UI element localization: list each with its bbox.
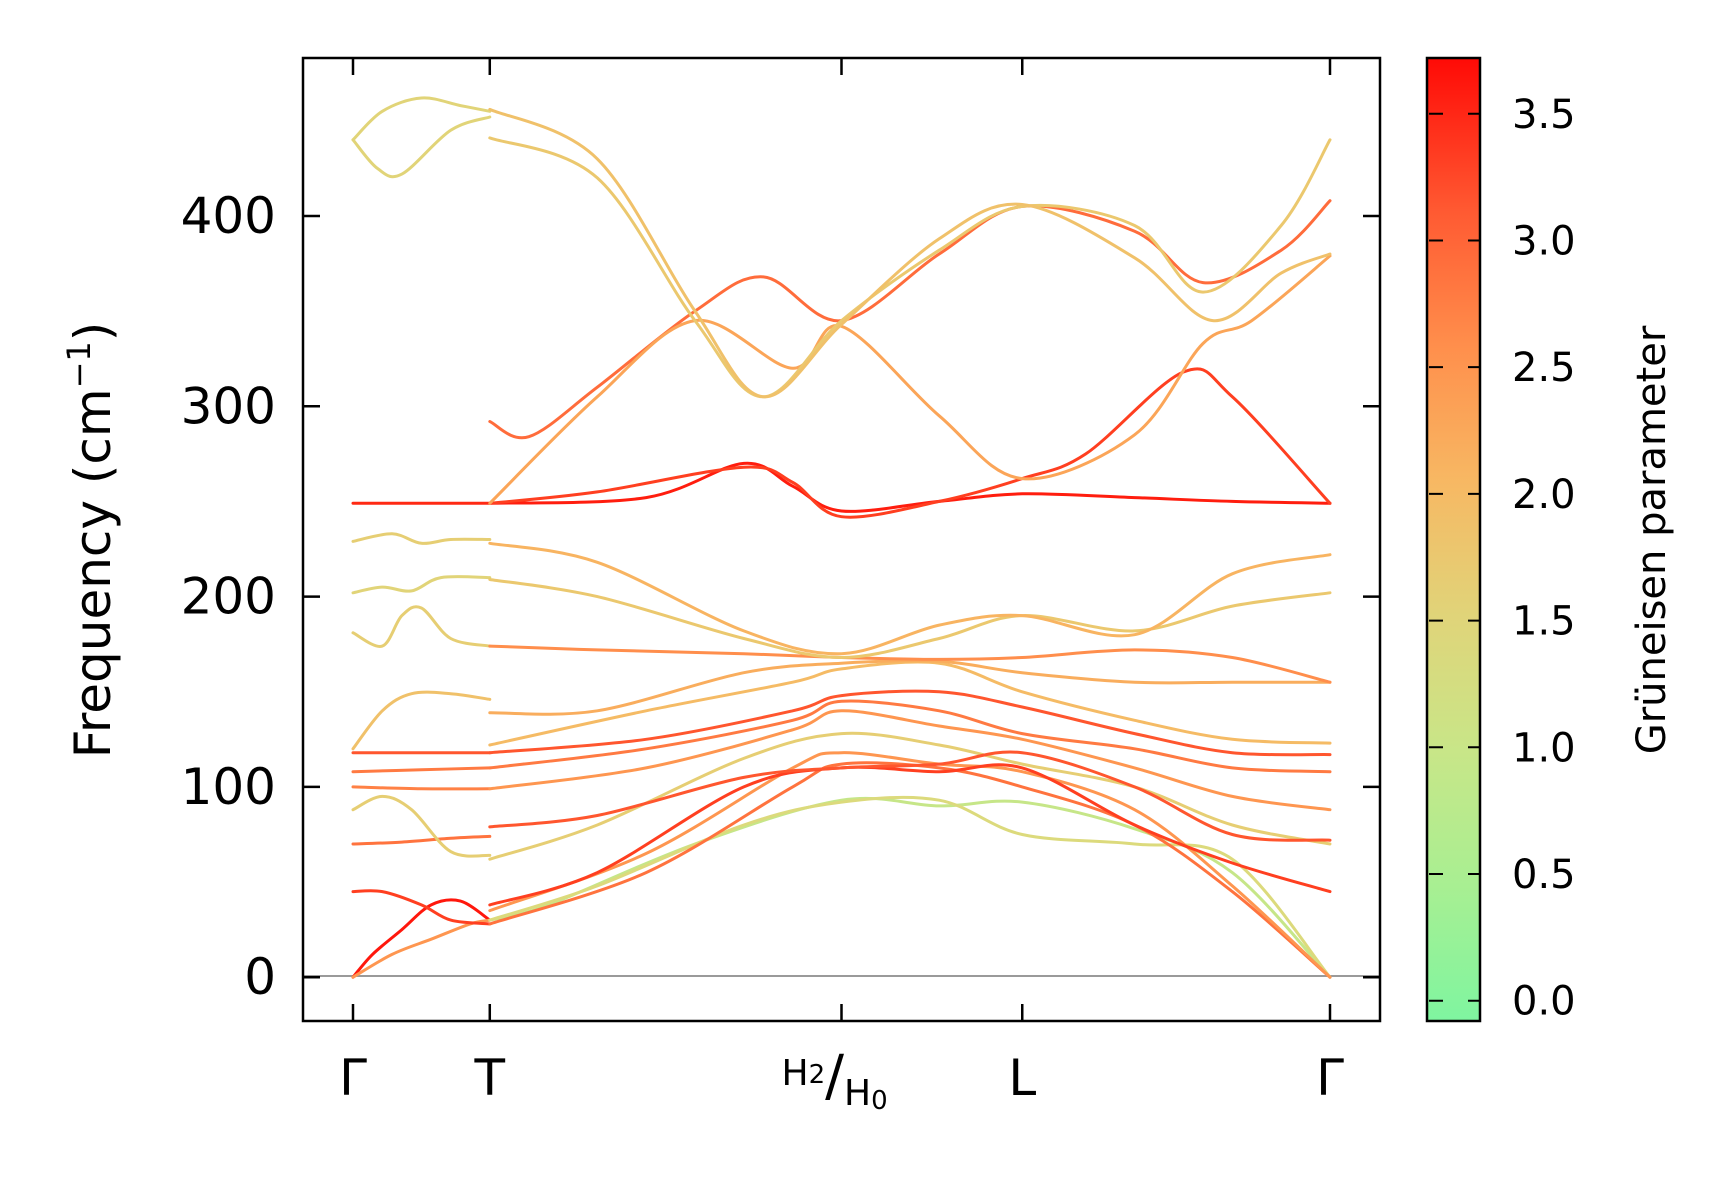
band-line-s1-b4 [488, 763, 1332, 907]
band-line-s0-b10 [351, 575, 492, 595]
x-tick-label: T [474, 1049, 506, 1107]
colorbar-tick-label: 0.0 [1512, 979, 1576, 1025]
band-line-s1-b14 [488, 541, 1332, 656]
colorbar-ticks: 0.0 0.5 1.0 1.5 2.0 2.5 3.0 3.5 [1427, 92, 1576, 1025]
y-tick-label: 0 [244, 948, 276, 1006]
band-line-s1-b9 [488, 689, 1332, 757]
band-line-s1-b12 [488, 644, 1332, 684]
band-line-s1-b2 [488, 761, 1332, 979]
y-tick-label: 300 [181, 377, 276, 435]
band-line-s1-b13 [488, 578, 1332, 660]
colorbar-tick-label: 0.5 [1512, 852, 1576, 898]
x-axis: Γ T H2/H0 L Γ [339, 58, 1344, 1116]
band-line-s1-b7 [488, 709, 1332, 812]
y-axis-label: Frequency (cm−1) [60, 322, 122, 759]
band-line-s0-b8 [351, 690, 492, 751]
y-tick-label: 200 [181, 568, 276, 626]
x-tick-label: Γ [339, 1049, 367, 1107]
y-tick-label: 100 [181, 758, 276, 816]
band-line-s1-b18 [488, 254, 1332, 505]
band-line-s0-b6 [351, 766, 492, 774]
band-line-s1-b0 [488, 796, 1332, 979]
y-axis: 0 100 200 300 400 [181, 187, 1380, 1006]
band-line-s1-b11 [488, 659, 1332, 716]
x-tick-label: Γ [1316, 1049, 1344, 1107]
band-line-s0-b4 [351, 794, 492, 858]
band-line-s0-b11 [351, 532, 492, 545]
band-line-s0-b2 [351, 889, 492, 926]
band-line-s1-b16 [488, 367, 1332, 519]
colorbar [1425, 56, 1482, 1023]
band-line-s0-b0 [351, 898, 492, 979]
band-line-s1-b20 [488, 107, 1332, 399]
band-line-s1-b17 [488, 199, 1332, 440]
band-line-s0-b5 [351, 785, 492, 791]
colorbar-tick-label: 3.5 [1512, 92, 1576, 138]
band-line-s1-b3 [488, 751, 1332, 979]
band-line-s1-b19 [488, 136, 1332, 399]
band-line-s0-b3 [351, 834, 492, 846]
colorbar-tick-label: 3.0 [1512, 218, 1576, 264]
colorbar-tick-label: 2.5 [1512, 345, 1576, 391]
phonon-bands [351, 96, 1332, 979]
band-line-s1-b6 [488, 750, 1332, 842]
y-tick-label: 400 [181, 187, 276, 245]
band-line-s1-b8 [488, 699, 1332, 774]
band-line-s1-b1 [488, 795, 1332, 979]
band-line-s1-b10 [488, 660, 1332, 747]
band-line-s0-b1 [351, 918, 492, 979]
band-line-s0-b13 [351, 115, 492, 179]
band-line-s1-b5 [488, 731, 1332, 861]
x-tick-label-fraction: H2/H0 [782, 1044, 888, 1116]
colorbar-label: Grüneisen parameter [1629, 325, 1675, 754]
x-tick-label: L [1008, 1049, 1036, 1107]
colorbar-tick-label: 1.0 [1512, 725, 1576, 771]
band-line-s0-b9 [351, 605, 492, 648]
band-line-s0-b14 [351, 96, 492, 142]
colorbar-tick-label: 1.5 [1512, 599, 1576, 645]
colorbar-tick-label: 2.0 [1512, 472, 1576, 518]
band-line-s1-b15 [488, 461, 1332, 513]
